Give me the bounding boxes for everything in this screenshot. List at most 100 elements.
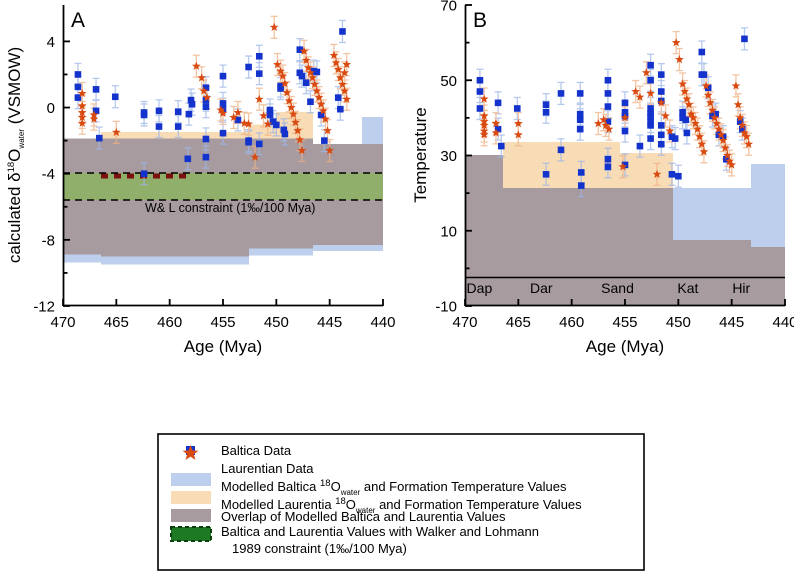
baltica-marker — [671, 135, 679, 142]
laurentia-marker — [723, 150, 732, 160]
baltica-marker — [321, 137, 328, 144]
baltica-marker — [188, 100, 196, 108]
laurentia-marker — [682, 94, 692, 103]
baltica-marker — [542, 108, 550, 116]
baltica-marker — [174, 108, 182, 115]
baltica-marker — [255, 70, 263, 77]
laurentia-marker — [716, 130, 726, 139]
legend-laurentia-marker — [182, 445, 199, 460]
x-tick-label: 460 — [157, 314, 182, 331]
laurentia-marker — [684, 100, 694, 109]
overlap-band-b — [465, 155, 785, 306]
laurentia-marker — [89, 114, 99, 123]
laurentia-marker — [699, 147, 709, 156]
baltica-marker — [302, 79, 310, 87]
laurentia-marker — [244, 119, 253, 128]
laurentia-marker — [635, 92, 645, 101]
stage-label: Kat — [677, 280, 698, 296]
baltica-marker — [736, 118, 744, 125]
laurentia-marker — [641, 68, 651, 77]
laurentia-marker — [297, 145, 307, 155]
baltica-marker — [255, 140, 263, 148]
laurentia-marker — [491, 128, 501, 137]
panel-a-ylabel: calculated δ18Owater (VSMOW) — [5, 47, 26, 263]
ylabel-a-pre: calculated δ — [5, 172, 24, 263]
legend-modelled-baltica-label: Modelled Baltica 18Owater and Formation … — [221, 478, 567, 497]
legend2-pre: Modelled Baltica — [221, 479, 320, 494]
laurentia-marker — [239, 118, 249, 127]
panel-b-axes — [464, 4, 786, 307]
laurentia-marker — [678, 79, 687, 88]
baltica-marker — [657, 71, 665, 78]
laurentia-marker — [744, 139, 754, 148]
baltica-marker — [92, 107, 100, 115]
laurentia-marker — [299, 46, 309, 56]
legend-wl-label-line2: 1989 constraint (1‰/100 Mya) — [232, 541, 407, 556]
legend-swatch-baltica — [171, 473, 211, 486]
legend2-mid: O — [331, 479, 341, 494]
legend3-mid: O — [346, 497, 356, 512]
ylabel-a-sub: water — [17, 129, 26, 150]
panel-a-axes — [62, 5, 384, 307]
baltica-marker — [202, 103, 210, 111]
panel-b-bands — [465, 142, 785, 306]
baltica-marker — [542, 171, 550, 178]
legend-swatch-wl — [170, 526, 212, 542]
baltica-marker — [245, 138, 252, 146]
laurentia-marker — [665, 126, 675, 135]
baltica-marker — [679, 108, 686, 116]
baltica-marker — [657, 131, 665, 139]
x-tick-label: 465 — [506, 314, 531, 331]
baltica-marker — [604, 76, 612, 84]
legend-wl-label: Baltica and Laurentia Values with Walker… — [221, 524, 539, 539]
legend3-sub: water — [355, 506, 376, 515]
laurentia-marker — [312, 86, 322, 95]
laurentia-marker — [697, 139, 707, 148]
baltica-marker — [266, 106, 274, 114]
legend3-pre: Modelled Laurentia — [221, 497, 335, 512]
baltica-marker — [675, 172, 682, 180]
baltica-marker — [604, 103, 612, 110]
baltica-marker — [95, 134, 103, 142]
baltica-marker — [513, 105, 521, 112]
panel-b: Dap Dar Sand Kat Hir 70 50 30 10 -10 470 465 460 45… — [411, 0, 794, 356]
laurentia-marker — [218, 108, 228, 118]
baltica-marker — [604, 163, 612, 171]
baltica-marker — [657, 140, 665, 148]
laurentia-marker — [286, 102, 296, 112]
laurentia-marker — [293, 126, 303, 135]
baltica-marker — [576, 110, 584, 118]
baltica-marker — [576, 90, 584, 97]
x-tick-label: 470 — [50, 314, 75, 331]
laurentia-marker — [701, 81, 711, 90]
laurentia-marker — [720, 143, 730, 152]
laurentia-marker — [191, 61, 201, 70]
stage-label: Dar — [530, 280, 553, 296]
stage-axis: Dap Dar Sand Kat Hir — [465, 276, 785, 296]
y-tick-label: 10 — [440, 223, 457, 240]
baltica-marker — [668, 171, 676, 178]
laurentia-marker — [308, 73, 317, 82]
laurentia-marker — [340, 86, 349, 95]
baltica-marker — [577, 182, 585, 189]
laurentia-marker — [199, 86, 209, 95]
baltica-marker — [647, 118, 654, 125]
baltica-marker — [339, 28, 346, 35]
baltica-marker — [174, 123, 182, 130]
laurentia-marker — [314, 93, 324, 102]
laurentia-marker — [735, 113, 745, 122]
baltica-marker — [334, 94, 342, 101]
laurentia-marker — [229, 112, 239, 122]
baltica-marker — [621, 127, 629, 135]
laurentia-marker — [254, 94, 264, 103]
laurentia-marker — [303, 63, 313, 72]
svg-text:calculated δ18Owater (VSMOW): calculated δ18Owater (VSMOW) — [5, 47, 26, 263]
x-tick-label: 445 — [317, 314, 342, 331]
laurentia-marker — [250, 152, 260, 161]
laurentia-marker — [680, 86, 690, 96]
baltica-marker — [273, 121, 280, 129]
laurentia-marker — [513, 130, 523, 139]
laurentia-marker — [695, 132, 705, 141]
baltica-marker — [712, 110, 719, 118]
stage-label: Sand — [601, 280, 634, 296]
